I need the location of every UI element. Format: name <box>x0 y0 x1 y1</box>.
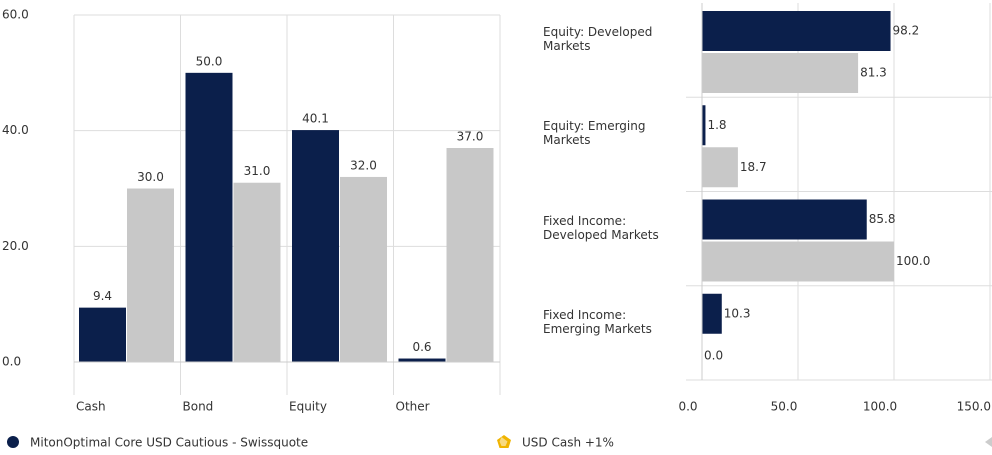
bar <box>233 182 281 362</box>
x-tick-label: 100.0 <box>863 400 897 414</box>
legend-label: USD Cash +1% <box>522 436 614 450</box>
bar <box>185 72 233 362</box>
x-tick-label: Cash <box>76 400 106 414</box>
y-tick-label: Fixed Income: Developed Markets <box>543 213 659 242</box>
x-tick-label: 50.0 <box>771 400 798 414</box>
bar <box>292 130 339 362</box>
value-label: 98.2 <box>893 24 920 38</box>
value-label: 0.0 <box>704 348 723 362</box>
value-label: 9.4 <box>93 289 112 303</box>
bar <box>702 199 867 240</box>
x-tick-label: Other <box>396 400 430 414</box>
legend-scroll <box>985 437 992 447</box>
legend-icon-inner <box>499 437 508 446</box>
value-label: 18.7 <box>740 160 767 174</box>
y-tick-label: Fixed Income: Emerging Markets <box>543 307 652 336</box>
value-label: 0.6 <box>412 340 431 354</box>
bar <box>702 241 894 282</box>
value-label: 30.0 <box>137 170 164 184</box>
value-label: 50.0 <box>196 54 223 68</box>
bar <box>702 293 722 334</box>
bar <box>127 188 174 362</box>
value-label: 1.8 <box>707 118 726 132</box>
x-tick-label: Bond <box>183 400 214 414</box>
bar <box>702 11 891 51</box>
bar <box>702 105 706 146</box>
bar <box>398 358 446 362</box>
value-label: 37.0 <box>457 130 484 144</box>
value-label: 31.0 <box>244 164 271 178</box>
legend-label: MitonOptimal Core USD Cautious - Swissqu… <box>30 436 308 450</box>
bar <box>702 53 859 93</box>
value-label: 40.1 <box>302 112 329 126</box>
legend-icon <box>7 436 19 448</box>
y-tick-label: 60.0 <box>2 8 29 22</box>
y-tick-label: 0.0 <box>2 355 21 369</box>
value-label: 10.3 <box>724 306 751 320</box>
x-tick-label: 0.0 <box>678 400 697 414</box>
bar <box>340 176 387 362</box>
value-label: 85.8 <box>869 212 896 226</box>
bar <box>446 148 494 362</box>
x-tick-label: Equity <box>289 400 327 414</box>
value-label: 100.0 <box>896 254 930 268</box>
value-label: 32.0 <box>350 158 377 172</box>
y-tick-label: 40.0 <box>2 123 29 137</box>
x-tick-label: 150.0 <box>957 400 991 414</box>
bar <box>79 307 126 362</box>
y-tick-label: Equity: Developed Markets <box>543 25 653 53</box>
value-label: 81.3 <box>860 66 887 80</box>
y-tick-label: Equity: Emerging Markets <box>543 119 646 148</box>
bar <box>702 147 738 188</box>
y-tick-label: 20.0 <box>2 239 29 253</box>
